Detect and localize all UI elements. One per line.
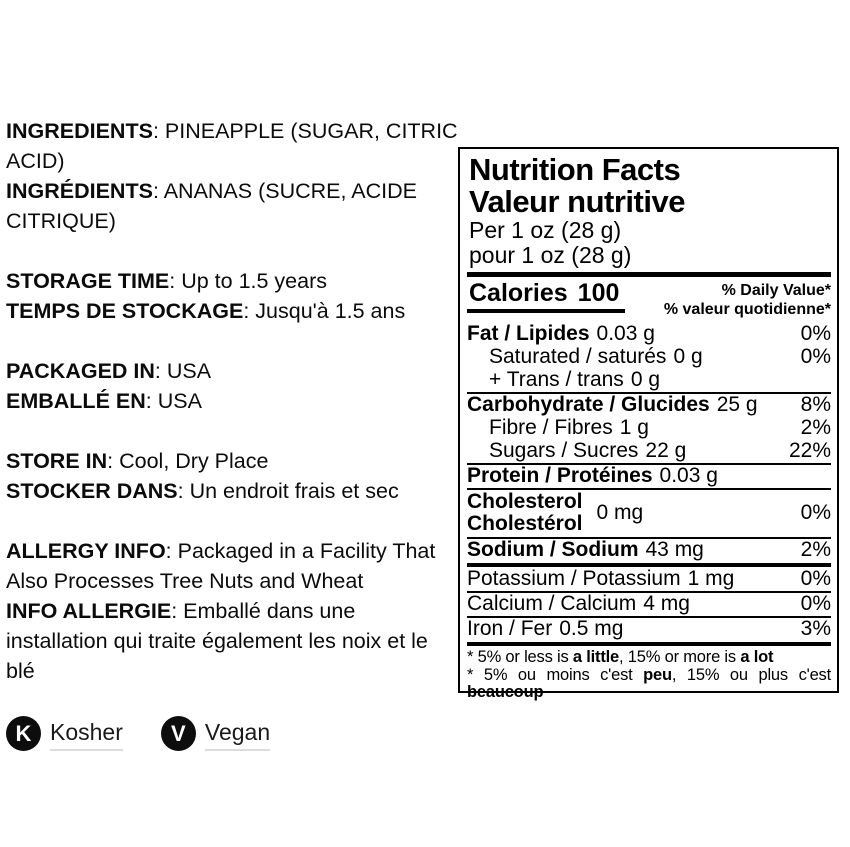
divider-mid [467,563,831,567]
allergy-info-text-fr: : Emballé dans une installation qui trai… [6,599,428,683]
allergy-info-block: ALLERGY INFO: Packaged in a Facility Tha… [6,536,461,686]
vegan-icon: V [160,716,196,751]
store-in-line-fr: STOCKER DANS: Un endroit frais et sec [6,476,461,506]
row-carbohydrate: Carbohydrate / Glucides 25 g 8% [467,392,831,416]
ingredients-text-fr: : ANANAS (SUCRE, ACIDE CITRIQUE) [6,179,417,233]
store-in-label-en: STORE IN [6,449,108,473]
allergy-info-text-en: : Packaged in a Facility That Also Proce… [6,539,436,593]
storage-time-label-fr: TEMPS DE STOCKAGE [6,299,244,323]
allergy-info-label-en: ALLERGY INFO [6,539,166,563]
vegan-label[interactable]: Vegan [204,717,271,751]
row-sugars: Sugars / Sucres 22 g 22% [489,439,831,462]
row-sodium: Sodium / Sodium 43 mg 2% [467,537,831,561]
divider-thick [467,272,831,277]
storage-time-line-fr: TEMPS DE STOCKAGE: Jusqu'à 1.5 ans [6,296,461,326]
packaged-in-label-fr: EMBALLÉ EN [6,389,146,413]
ingredients-label-en: INGREDIENTS [6,119,153,143]
kosher-label[interactable]: Kosher [50,717,123,751]
packaged-in-line-fr: EMBALLÉ EN: USA [6,386,461,416]
store-in-label-fr: STOCKER DANS [6,479,178,503]
packaged-in-text-fr: : USA [145,389,202,413]
ingredients-text-en: : PINEAPPLE (SUGAR, CITRIC ACID) [6,119,458,173]
serving-size-fr: pour 1 oz (28 g) [469,242,632,268]
packaged-in-text-en: : USA [154,359,212,383]
store-in-line-en: STORE IN: Cool, Dry Place [6,446,461,476]
calories-row: Calories 100 % Daily Value* % valeur quot… [467,280,831,319]
storage-time-text-fr: : Jusqu'à 1.5 ans [243,299,406,323]
vegan-badge: V Vegan [160,716,271,751]
row-fat: Fat / Lipides 0.03 g 0% [467,322,831,345]
packaged-in-line-en: PACKAGED IN: USA [6,356,461,386]
ingredients-line-fr: INGRÉDIENTS: ANANAS (SUCRE, ACIDE CITRIQ… [6,176,461,236]
row-cholesterol: Cholesterol Cholestérol 0 mg 0% [467,488,831,535]
row-calcium: Calcium / Calcium 4 mg 0% [467,591,831,615]
store-in-block: STORE IN: Cool, Dry Place STOCKER DANS: … [6,446,461,506]
serving-size-en: Per 1 oz (28 g) [469,217,622,243]
packaged-in-label-en: PACKAGED IN [6,359,155,383]
row-saturated: Saturated / saturés 0 g 0% [489,345,831,368]
row-potassium: Potassium / Potassium 1 mg 0% [467,567,831,590]
store-in-text-en: : Cool, Dry Place [107,449,269,473]
nutrition-facts-panel: Nutrition Facts Valeur nutritive Per 1 o… [458,147,839,701]
ingredients-line-en: INGREDIENTS: PINEAPPLE (SUGAR, CITRIC AC… [6,116,461,176]
row-fibre: Fibre / Fibres 1 g 2% [489,416,831,439]
kosher-badge: K Kosher [6,716,123,751]
store-in-text-fr: : Un endroit frais et sec [177,479,399,503]
nutrition-title-fr: Valeur nutritive [469,184,685,219]
daily-value-fr: % valeur quotidienne* [663,301,831,318]
allergy-info-label-fr: INFO ALLERGIE [6,599,172,623]
allergy-info-line-en: ALLERGY INFO: Packaged in a Facility Tha… [6,536,461,596]
storage-time-label-en: STORAGE TIME [6,269,170,293]
row-trans: + Trans / trans 0 g [489,368,661,391]
packaged-in-block: PACKAGED IN: USA EMBALLÉ EN: USA [6,356,461,416]
daily-value-en: % Daily Value* [721,282,831,299]
storage-time-block: STORAGE TIME: Up to 1.5 years TEMPS DE S… [6,266,461,326]
kosher-icon: K [6,716,41,751]
row-protein: Protein / Protéines 0.03 g [467,463,831,488]
allergy-info-line-fr: INFO ALLERGIE: Emballé dans une installa… [6,596,461,686]
certification-badges: K Kosher V Vegan [6,716,461,751]
row-iron: Iron / Fer 0.5 mg 3% [467,616,831,640]
nutrition-title-en: Nutrition Facts [469,152,681,187]
footnote: * 5% or less is a little, 15% or more is… [467,648,831,702]
ingredients-label-fr: INGRÉDIENTS [6,179,153,203]
storage-time-line-en: STORAGE TIME: Up to 1.5 years [6,266,461,296]
ingredients-block: INGREDIENTS: PINEAPPLE (SUGAR, CITRIC AC… [6,116,461,236]
storage-time-text-en: : Up to 1.5 years [169,269,328,293]
footnote-en: * 5% or less is a little, 15% or more is… [467,648,774,666]
product-info-panel: INGREDIENTS: PINEAPPLE (SUGAR, CITRIC AC… [6,116,461,751]
divider-mid-bottom [467,642,831,646]
footnote-fr: * 5% ou moins c'est peu, 15% ou plus c'e… [467,665,831,701]
calories-value: Calories 100 [467,280,626,313]
daily-value-header: % Daily Value* % valeur quotidienne* [664,281,831,319]
